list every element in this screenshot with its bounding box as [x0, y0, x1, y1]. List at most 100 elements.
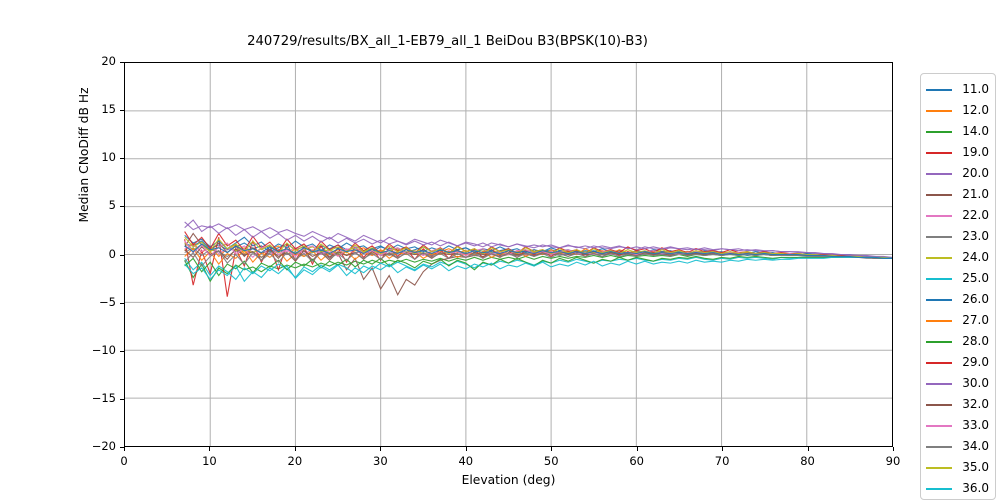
y-tick-mark [120, 206, 124, 208]
chart-legend[interactable]: 11.0 12.0 14.0 19.0 20.0 21.0 22.0 23.0 24.0 25.0… [920, 73, 996, 500]
data-lines [125, 63, 892, 446]
legend-color-swatch [926, 361, 952, 364]
legend-item-label: 25.0 [962, 271, 989, 285]
x-tick-label: 0 [120, 454, 128, 468]
legend-color-swatch [926, 298, 952, 301]
x-tick-label: 80 [800, 454, 815, 468]
series-line [185, 256, 892, 275]
legend-item-label: 28.0 [962, 334, 989, 348]
x-tick-label: 30 [373, 454, 388, 468]
legend-item[interactable]: 35.0 [926, 457, 991, 478]
x-tick-label: 70 [714, 454, 730, 468]
legend-item[interactable]: 34.0 [926, 436, 991, 457]
legend-item-label: 29.0 [962, 355, 989, 369]
y-tick-label: −5 [99, 294, 116, 309]
series-line [185, 251, 892, 266]
legend-item[interactable]: 28.0 [926, 331, 991, 352]
legend-color-swatch [926, 214, 952, 217]
legend-color-swatch [926, 88, 952, 91]
legend-color-swatch [926, 172, 952, 175]
legend-item-label: 19.0 [962, 145, 989, 159]
y-tick-mark [120, 62, 124, 63]
x-tick-mark [380, 447, 382, 451]
y-tick-label: 5 [108, 198, 116, 213]
plot-axes [124, 62, 893, 447]
legend-item-label: 33.0 [962, 418, 989, 432]
x-tick-mark [636, 447, 638, 451]
x-tick-mark [209, 447, 211, 451]
legend-item[interactable]: 19.0 [926, 142, 991, 163]
legend-color-swatch [926, 193, 952, 196]
legend-color-swatch [926, 340, 952, 343]
legend-item[interactable]: 21.0 [926, 184, 991, 205]
y-tick-label: −10 [91, 342, 116, 357]
y-tick-label: 20 [101, 54, 116, 68]
y-axis-label: Median CNoDiff dB Hz [77, 87, 91, 223]
series-line [185, 220, 892, 257]
legend-color-swatch [926, 256, 952, 259]
y-tick-mark [120, 447, 124, 448]
legend-item-label: 20.0 [962, 166, 989, 180]
legend-color-swatch [926, 319, 952, 322]
legend-item[interactable]: 33.0 [926, 415, 991, 436]
legend-item[interactable]: 36.0 [926, 478, 991, 499]
legend-color-swatch [926, 151, 952, 154]
legend-item-label: 36.0 [962, 481, 989, 495]
y-tick-label: 10 [101, 150, 116, 165]
legend-item-label: 30.0 [962, 376, 989, 390]
legend-item[interactable]: 23.0 [926, 226, 991, 247]
x-tick-label: 20 [287, 454, 303, 468]
legend-color-swatch [926, 487, 952, 490]
x-tick-mark [551, 447, 553, 451]
x-tick-mark [465, 447, 467, 451]
legend-color-swatch [926, 235, 952, 238]
legend-item-label: 32.0 [962, 397, 989, 411]
legend-item[interactable]: 27.0 [926, 310, 991, 331]
legend-item-label: 27.0 [962, 313, 989, 327]
legend-item-label: 21.0 [962, 187, 989, 201]
y-tick-mark [120, 302, 124, 304]
legend-item[interactable]: 25.0 [926, 268, 991, 289]
legend-item[interactable]: 26.0 [926, 289, 991, 310]
y-tick-mark [120, 158, 124, 160]
x-tick-mark [124, 447, 125, 451]
x-tick-label: 10 [202, 454, 217, 468]
legend-item[interactable]: 12.0 [926, 100, 991, 121]
legend-item[interactable]: 14.0 [926, 121, 991, 142]
x-tick-label: 90 [885, 454, 901, 468]
x-axis-label: Elevation (deg) [461, 473, 556, 487]
x-tick-label: 60 [629, 454, 644, 468]
legend-color-swatch [926, 130, 952, 133]
y-tick-label: −15 [91, 390, 116, 405]
x-tick-mark [807, 447, 809, 451]
legend-item-label: 24.0 [962, 250, 989, 264]
legend-item[interactable]: 32.0 [926, 394, 991, 415]
y-tick-mark [120, 398, 124, 400]
series-line [185, 237, 892, 258]
y-tick-label: 0 [108, 246, 116, 261]
legend-color-swatch [926, 424, 952, 427]
legend-item[interactable]: 30.0 [926, 373, 991, 394]
legend-item[interactable]: 11.0 [926, 79, 991, 100]
y-tick-mark [120, 110, 124, 112]
x-tick-label: 40 [458, 454, 474, 468]
legend-item[interactable]: 22.0 [926, 205, 991, 226]
x-tick-mark [294, 447, 296, 451]
legend-item-label: 35.0 [962, 460, 989, 474]
legend-item-label: 26.0 [962, 292, 989, 306]
x-tick-mark [893, 447, 894, 451]
legend-item[interactable]: 29.0 [926, 352, 991, 373]
series-line [185, 257, 892, 279]
y-tick-label: −20 [91, 439, 116, 453]
legend-color-swatch [926, 382, 952, 385]
legend-item-label: 11.0 [962, 82, 989, 96]
y-tick-mark [120, 254, 124, 256]
chart-title: 240729/results/BX_all_1-EB79_all_1 BeiDo… [247, 34, 648, 49]
legend-color-swatch [926, 466, 952, 469]
legend-item[interactable]: 20.0 [926, 163, 991, 184]
legend-color-swatch [926, 277, 952, 280]
legend-item-label: 22.0 [962, 208, 989, 222]
legend-item[interactable]: 24.0 [926, 247, 991, 268]
legend-item-label: 23.0 [962, 229, 989, 243]
